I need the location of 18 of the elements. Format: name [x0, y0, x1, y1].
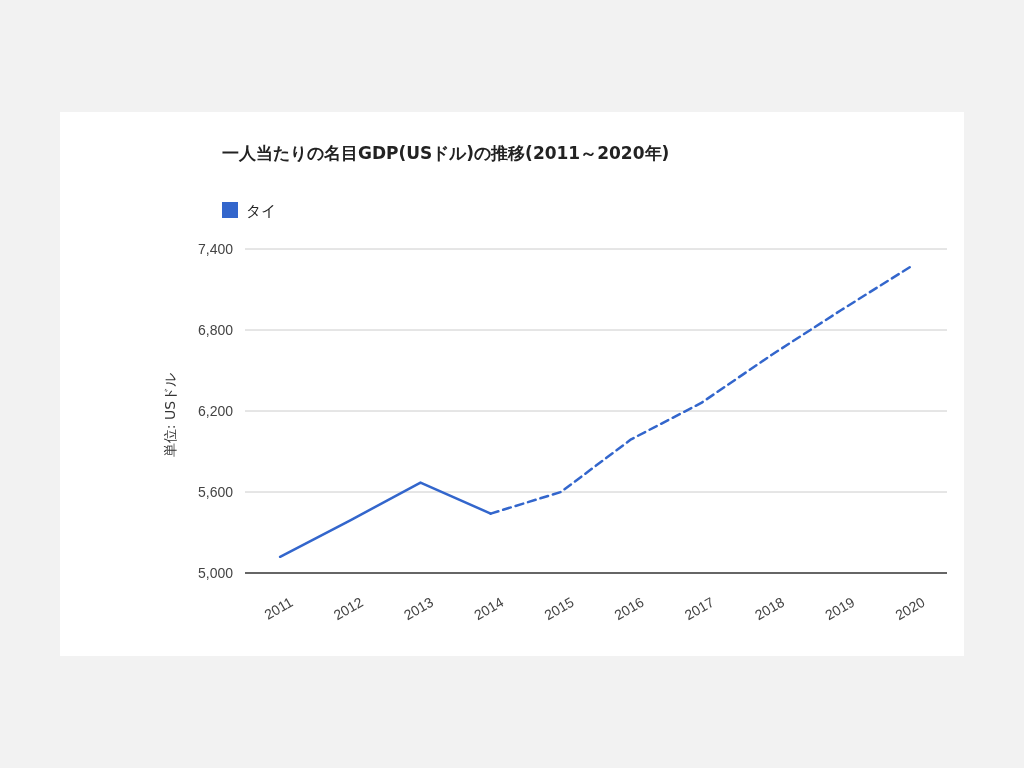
y-tick-label: 6,200 [197, 403, 234, 419]
y-tick-label: 5,000 [197, 565, 234, 581]
x-tick-label: 2017 [681, 593, 717, 624]
y-tick-label: 7,400 [197, 241, 234, 257]
x-tick-label: 2019 [822, 593, 858, 624]
chart-title: 一人当たりの名目GDP(USドル)の推移(2011～2020年) [222, 143, 670, 163]
y-tick-label: 6,800 [197, 322, 234, 338]
x-tick-label: 2020 [892, 593, 928, 624]
x-tick-label: 2013 [401, 593, 437, 624]
y-tick-label: 5,600 [197, 484, 234, 500]
x-tick-label: 2011 [261, 593, 296, 623]
x-tick-label: 2015 [541, 593, 577, 624]
x-tick-label: 2012 [330, 593, 366, 624]
y-axis-title: 単位: USドル [162, 372, 178, 458]
x-tick-label: 2014 [471, 593, 507, 624]
x-tick-label: 2016 [611, 593, 647, 624]
legend-label: タイ [246, 202, 276, 220]
x-tick-label: 2018 [752, 593, 788, 624]
